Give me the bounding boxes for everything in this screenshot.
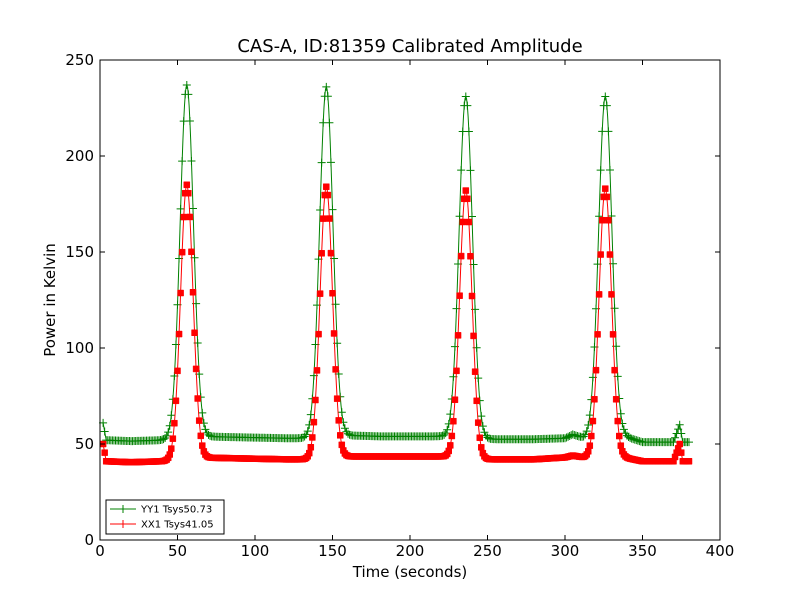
series-markers: [99, 80, 693, 447]
x-tick-label: 0: [95, 542, 105, 560]
chart-title: CAS-A, ID:81359 Calibrated Amplitude: [237, 36, 582, 57]
x-tick-label: 350: [628, 542, 657, 560]
x-axis: 0 50 100 150 200 250 300 350 400: [95, 60, 734, 560]
y-tick-label: 250: [65, 51, 94, 69]
legend-item-xx1: XX1 Tsys41.05: [110, 520, 214, 531]
x-axis-label: Time (seconds): [352, 563, 468, 581]
y-tick-label: 150: [65, 243, 94, 261]
legend-box: [105, 499, 225, 535]
y-tick-label: 0: [84, 531, 94, 549]
plot-area: [99, 80, 693, 466]
legend-label-yy1: YY1 Tsys50.73: [140, 505, 212, 516]
legend-marker-xx1: [119, 520, 127, 528]
legend-label-xx1: XX1 Tsys41.05: [141, 520, 214, 531]
series-xx1: [99, 181, 693, 466]
legend-item-yy1: YY1 Tsys50.73: [110, 505, 212, 516]
x-tick-label: 250: [473, 542, 502, 560]
x-tick-label: 150: [318, 542, 347, 560]
series-yy1: [99, 80, 693, 447]
x-tick-label: 400: [706, 542, 735, 560]
series-line: [102, 183, 689, 463]
y-tick-label: 50: [75, 435, 94, 453]
legend: YY1 Tsys50.73 XX1 Tsys41.05: [105, 499, 225, 535]
series-markers: [99, 181, 693, 466]
x-tick-label: 100: [241, 542, 270, 560]
y-tick-label: 200: [65, 147, 94, 165]
y-axis: 0 50 100 150 200 250: [65, 51, 720, 549]
legend-marker-yy1: [119, 505, 127, 513]
y-axis-label: Power in Kelvin: [41, 243, 59, 357]
x-tick-label: 200: [396, 542, 425, 560]
x-tick-label: 50: [168, 542, 187, 560]
x-tick-label: 300: [551, 542, 580, 560]
series-line: [102, 83, 689, 443]
y-tick-label: 100: [65, 339, 94, 357]
